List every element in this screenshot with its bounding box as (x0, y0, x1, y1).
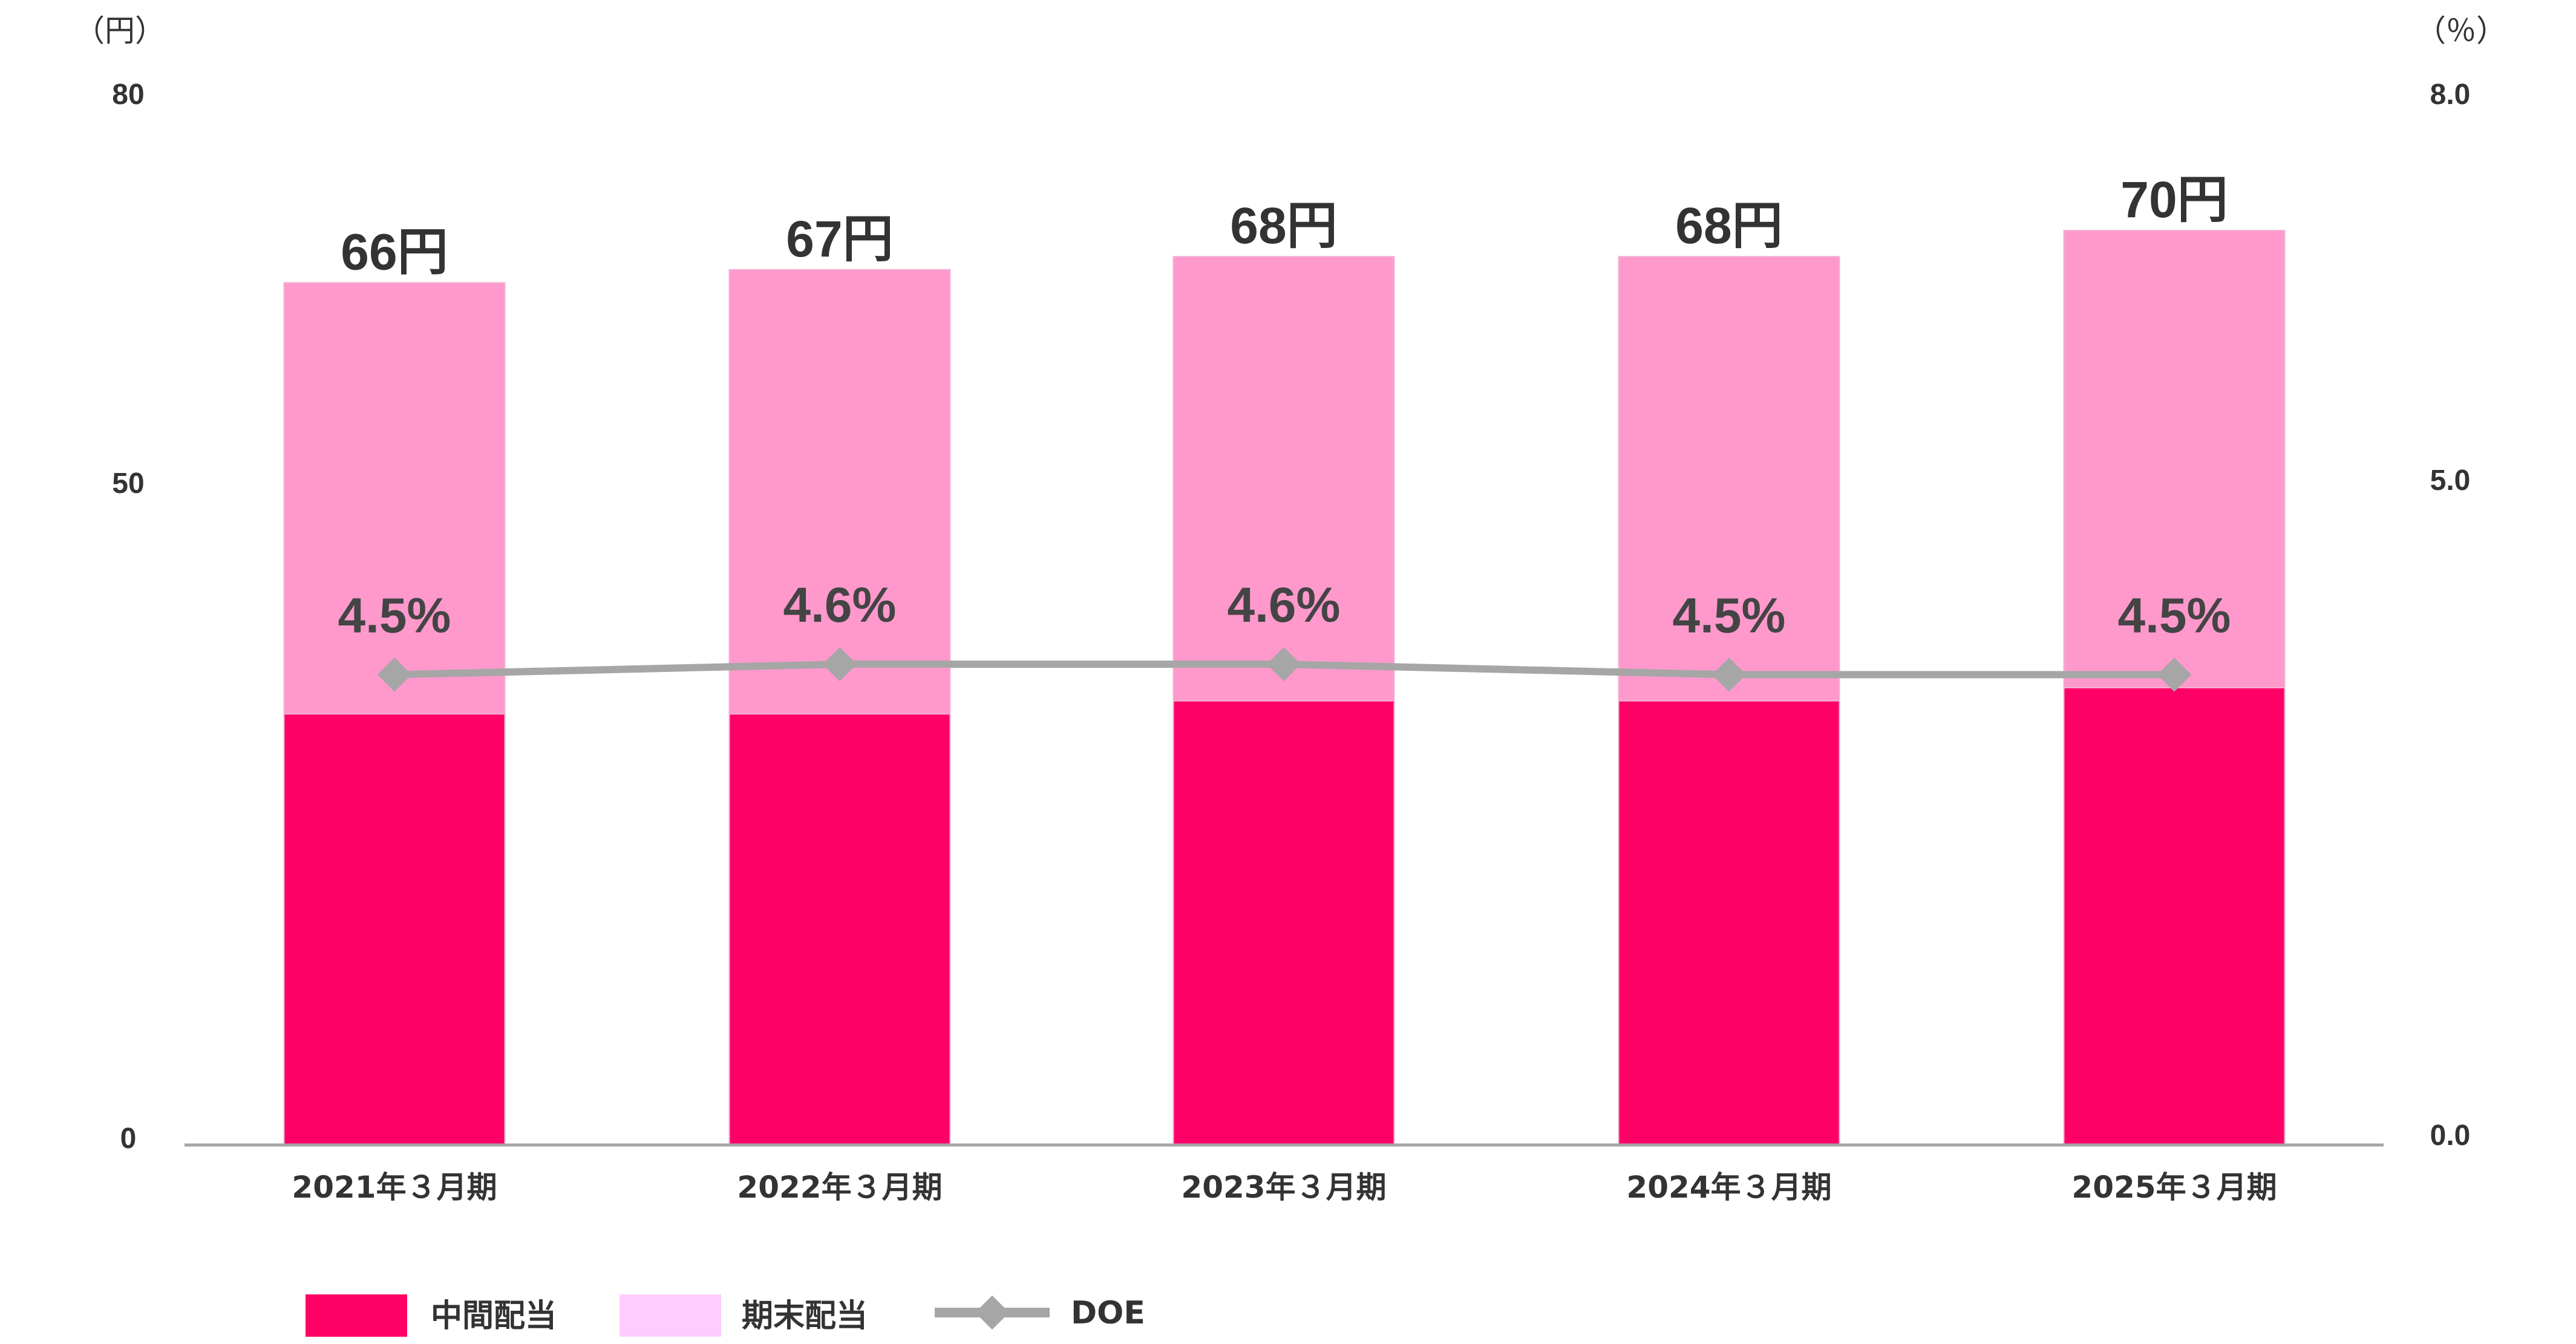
bar-total-label: 67円 (786, 210, 893, 267)
bar-interim-dividend (728, 713, 951, 1146)
right-tick-label: 8.0 (2430, 79, 2471, 111)
bar-total-label: 68円 (1675, 197, 1782, 254)
category-label: 2021年３月期 (292, 1170, 497, 1205)
bar-total-label: 68円 (1230, 197, 1337, 254)
bar-year-end-dividend (2063, 230, 2286, 688)
legend-swatch-year-end (619, 1294, 721, 1337)
doe-value-label: 4.5% (338, 588, 451, 643)
doe-point-marker (1711, 657, 1747, 692)
right-axis-unit: （％） (2416, 13, 2506, 48)
category-label: 2023年３月期 (1181, 1170, 1386, 1205)
right-tick-label: 0.0 (2430, 1120, 2471, 1152)
legend-label-doe: DOE (1071, 1295, 1145, 1331)
bar-year-end-dividend (1618, 256, 1840, 702)
bar-year-end-dividend (728, 269, 951, 715)
legend: 中間配当 期末配当 DOE (306, 1294, 1145, 1337)
doe-value-label: 4.5% (2118, 588, 2231, 643)
left-axis-unit: （円） (74, 13, 165, 48)
legend-label-year-end: 期末配当 (742, 1298, 868, 1334)
labels-layer: 66円 2021年３月期 67円 2022年３月期 68円 2023年３月期 68円 2024… (292, 171, 2277, 1205)
doe-value-label: 4.6% (1228, 578, 1341, 633)
bar-year-end-dividend (1172, 256, 1395, 702)
bar-total-label: 70円 (2120, 171, 2228, 228)
bars-layer (283, 230, 2286, 1146)
left-tick-label: 80 (112, 79, 144, 111)
doe-point-marker (377, 657, 412, 692)
bar-interim-dividend (283, 713, 506, 1146)
category-label: 2022年３月期 (737, 1170, 942, 1205)
doe-value-label: 4.5% (1673, 588, 1786, 643)
bar-interim-dividend (1172, 700, 1395, 1146)
doe-value-label: 4.6% (783, 578, 897, 633)
category-label: 2024年３月期 (1626, 1170, 1831, 1205)
doe-point-marker (2157, 657, 2192, 692)
right-tick-label: 5.0 (2430, 465, 2471, 497)
bar-year-end-dividend (283, 282, 506, 715)
left-tick-label: 50 (112, 468, 144, 500)
doe-line-layer (377, 647, 2192, 692)
legend-label-interim: 中間配当 (431, 1298, 557, 1334)
bar-interim-dividend (1618, 700, 1840, 1146)
bar-total-label: 66円 (341, 223, 448, 280)
category-label: 2025年３月期 (2071, 1170, 2277, 1205)
legend-marker-doe (975, 1295, 1010, 1330)
left-tick-label: 0 (120, 1123, 137, 1155)
doe-point-marker (822, 647, 857, 682)
doe-point-marker (1266, 647, 1301, 682)
bar-interim-dividend (2063, 687, 2286, 1146)
legend-swatch-interim (306, 1294, 407, 1337)
